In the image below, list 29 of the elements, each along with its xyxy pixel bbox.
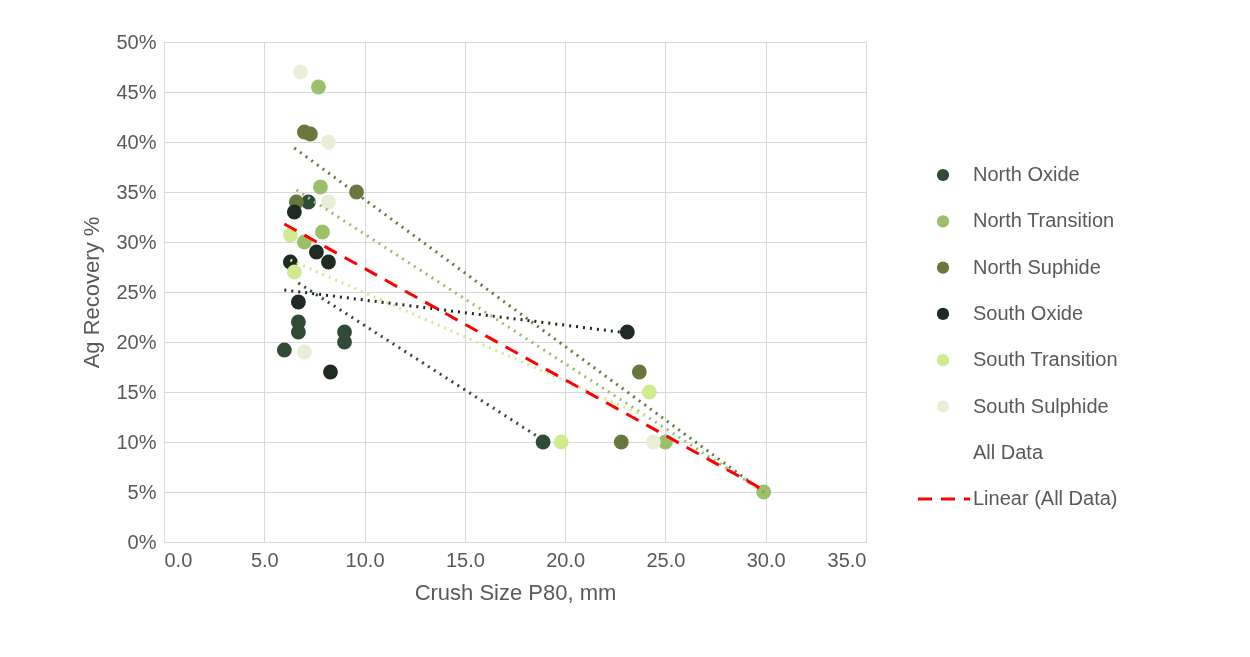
x-tick-label: 5.0 [250, 548, 279, 571]
y-tick-label: 40% [116, 130, 157, 153]
y-tick-label: 45% [116, 80, 157, 103]
text: All Data [973, 440, 1044, 463]
x-tick-label: 15.0 [445, 548, 485, 571]
y-tick-label: 0% [127, 530, 157, 553]
y-tick-label: 35% [116, 180, 157, 203]
x-axis-title: Crush Size P80, mm [414, 579, 617, 605]
y-tick-label: 15% [116, 380, 157, 403]
legend-label: South Oxide [973, 301, 1084, 324]
y-tick-label: 25% [116, 280, 157, 303]
legend-label: North Suphide [973, 255, 1101, 278]
x-tick-label: 20.0 [546, 548, 586, 571]
y-axis-title: Ag Recovery % [79, 216, 105, 369]
x-tick-label: 0.0 [164, 548, 193, 571]
y-tick-label: 30% [116, 230, 157, 253]
y-tick-label: 5% [127, 480, 157, 503]
x-tick-label: 10.0 [345, 548, 385, 571]
legend-label: South Transition [973, 348, 1118, 371]
x-tick-label: 25.0 [646, 548, 686, 571]
legend-label: North Transition [973, 209, 1115, 232]
legend-label: South Sulphide [973, 394, 1109, 417]
x-tick-label: 30.0 [746, 548, 786, 571]
x-tick-label: 35.0 [827, 548, 867, 571]
y-tick-label: 10% [116, 430, 157, 453]
legend-label: North Oxide [973, 163, 1080, 185]
y-tick-label: 50% [116, 30, 157, 53]
y-tick-label: 20% [116, 330, 157, 353]
legend-label: Linear (All Data) [973, 487, 1118, 510]
